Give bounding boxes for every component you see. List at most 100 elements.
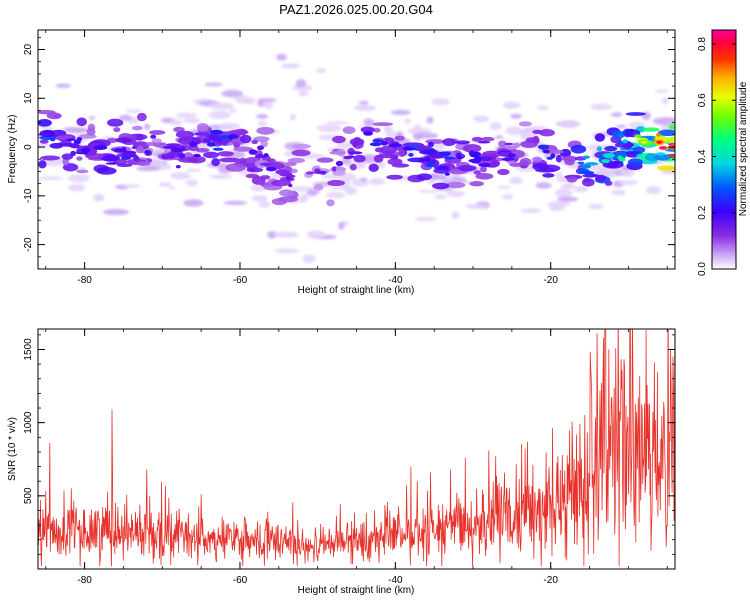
spectrogram-core-cell: [363, 131, 373, 136]
spectrogram-cell: [368, 163, 379, 172]
spectrogram-cell: [239, 157, 247, 163]
spectrogram-cell: [113, 127, 121, 133]
spectrogram-core-cell: [248, 149, 258, 155]
spectrogram-cell: [427, 141, 434, 148]
spectrogram-cell: [394, 135, 405, 141]
spectrogram-cell: [473, 170, 482, 175]
spectrogram-core-cell: [425, 156, 431, 162]
spectrogram-core-cell: [332, 166, 337, 172]
spectrogram-halo-cell: [611, 189, 626, 196]
spectrogram-halo-cell: [558, 119, 580, 129]
spectrogram-halo-cell: [610, 112, 623, 117]
spectrogram-cell: [173, 126, 185, 133]
spectrogram-halo-cell: [67, 174, 91, 183]
spectrogram-core-cell: [542, 149, 550, 154]
spectrogram-core-cell: [144, 149, 151, 155]
spectrogram-cell: [416, 173, 432, 181]
spectrogram-cell: [145, 141, 160, 146]
spectrogram-halo-cell: [390, 109, 411, 115]
spectrogram-cell: [349, 163, 357, 171]
spectrogram-halo-cell: [520, 208, 542, 214]
spectrogram-halo-cell: [55, 83, 71, 89]
colorbar-label: Normalized spectral amplitude: [738, 81, 749, 216]
spectrogram-halo-cell: [383, 125, 393, 134]
spectrogram-cell: [349, 138, 365, 146]
spectrogram-halo-cell: [170, 119, 183, 126]
spectrogram-cell: [482, 150, 502, 158]
spectrogram-cell: [256, 126, 275, 135]
spectrogram-cell: [498, 140, 507, 148]
spectrogram-core-cell: [503, 157, 515, 161]
spectrogram-halo-cell: [298, 90, 309, 97]
snr-xlabel: Height of straight line (km): [298, 585, 415, 596]
spectrogram-halo-cell: [204, 82, 223, 87]
spectrogram-core-cell: [546, 156, 553, 160]
spectrogram-cell: [380, 145, 397, 155]
spectrogram-cell: [175, 130, 195, 139]
y-tick-label: 1500: [23, 338, 34, 361]
spectrogram-cell: [285, 161, 297, 167]
spectrogram-core-cell: [444, 156, 456, 160]
spectrogram-cell: [239, 134, 252, 144]
spectrogram-halo-cell: [168, 186, 176, 190]
spectrogram-halo-cell: [143, 123, 151, 130]
spectrogram-core-cell: [601, 159, 610, 164]
spectrogram-halo-cell: [176, 112, 197, 119]
spectrogram-cell: [442, 138, 456, 147]
spectrogram-cell: [260, 175, 271, 180]
spectrogram-cell: [277, 196, 298, 203]
spectrogram-core-cell: [94, 145, 108, 151]
spectrogram-cell: [457, 165, 477, 172]
spectrogram-core-cell: [352, 141, 357, 148]
spectrogram-core-cell: [369, 142, 382, 147]
spectrogram-cell: [372, 122, 394, 126]
spectrogram-core-cell: [444, 172, 450, 176]
spectrogram-halo-cell: [221, 89, 243, 98]
spectrogram-cell: [86, 128, 96, 136]
spectrogram-halo-cell: [185, 179, 198, 187]
spectrogram-cell: [518, 121, 532, 127]
x-tick-label: -60: [233, 575, 248, 586]
spectrogram-cell: [332, 170, 346, 176]
spectrogram-halo-cell: [616, 124, 627, 129]
spectrogram-core-cell: [578, 167, 585, 173]
spectrogram-core-cell: [175, 165, 181, 169]
spectrogram-cell: [225, 163, 246, 172]
spectrogram-halo-cell: [289, 186, 313, 192]
spectrogram-core-cell: [598, 153, 604, 158]
y-tick-label: 20: [23, 44, 34, 56]
spectrogram-cell: [353, 154, 366, 163]
spectrogram-halo-cell: [363, 118, 375, 126]
spectrogram-cell: [582, 173, 600, 178]
spectrogram-cell: [655, 152, 666, 156]
x-tick-label: -80: [77, 275, 92, 286]
spectrogram-core-cell: [259, 162, 272, 166]
spectrogram-cell: [107, 118, 124, 127]
spectrogram-halo-cell: [228, 108, 237, 113]
spectrogram-core-cell: [189, 141, 198, 147]
spectrogram-cell: [626, 153, 637, 158]
spectrogram-core-cell: [228, 136, 234, 140]
snr-series-line: [38, 329, 675, 567]
spectrogram-core-cell: [131, 146, 138, 149]
snr-panel: -80 -60 -40 -20 500 1000 1500 Height of strai…: [7, 328, 676, 596]
spectrogram-core-cell: [537, 144, 550, 150]
spectrogram-halo-cell: [535, 182, 552, 189]
spectrogram-core-cell: [150, 134, 157, 139]
spectrogram-core-cell: [193, 153, 201, 158]
colorbar-tick-label: 0.8: [697, 37, 708, 51]
spectrogram-halo-cell: [281, 63, 301, 69]
spectrogram-cell: [360, 126, 375, 133]
spectrogram-cell: [555, 154, 563, 163]
spectrogram-halo-cell: [257, 100, 266, 107]
spectrogram-cell: [316, 157, 334, 163]
spectrogram-core-cell: [113, 148, 127, 153]
spectrogram-cell: [377, 153, 399, 159]
spectrogram-core-cell: [348, 151, 363, 155]
spectrogram-cell: [387, 158, 403, 166]
spectrogram-core-cell: [50, 138, 55, 142]
spectrogram-core-cell: [438, 151, 452, 156]
spectrogram-halo-cell: [251, 195, 268, 202]
spectrogram-halo-cell: [295, 79, 307, 88]
spectrogram-halo-cell: [473, 115, 490, 123]
